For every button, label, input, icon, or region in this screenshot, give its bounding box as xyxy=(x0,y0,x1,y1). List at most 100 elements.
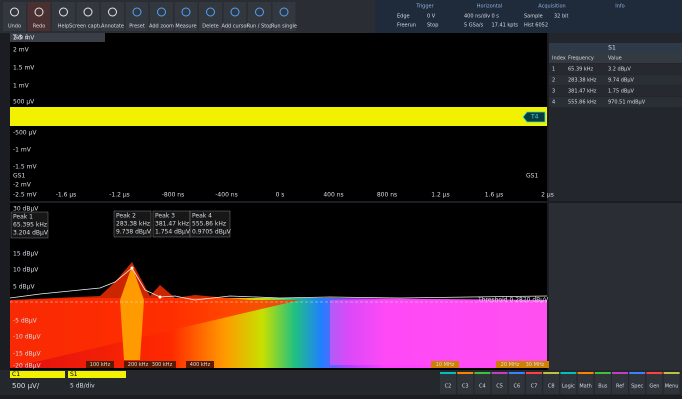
button-icon xyxy=(34,7,44,17)
status-title: Acquisition xyxy=(538,4,565,10)
button-accent xyxy=(508,372,525,374)
y-axis-label: -2 mV xyxy=(13,182,32,189)
bottom-button[interactable] xyxy=(594,372,611,394)
tab-label: Tab 1 xyxy=(12,34,29,41)
bottom-button[interactable] xyxy=(560,372,577,394)
bottom-button[interactable] xyxy=(474,372,491,394)
x-axis-label: 400 kHz xyxy=(190,362,211,368)
status-item: 17.41 kpts xyxy=(492,23,519,29)
table-columns xyxy=(549,53,682,63)
peak-box xyxy=(10,211,49,239)
channel-scale: 500 µV/ xyxy=(12,382,40,390)
bottom-button[interactable] xyxy=(612,372,628,394)
bottom-button-label: C6 xyxy=(513,384,520,390)
bottom-button-label: C8 xyxy=(548,384,555,390)
x-label-bg xyxy=(431,361,459,368)
table-cell: 283.38 kHz xyxy=(568,78,597,84)
button-accent xyxy=(577,372,594,374)
button-icon xyxy=(181,7,191,17)
y-axis-label: -5 dBµV xyxy=(13,318,38,325)
table-header xyxy=(549,43,682,53)
bottom-button[interactable] xyxy=(663,372,680,394)
status-item: 5 GSa/s xyxy=(464,23,484,29)
button-accent xyxy=(526,372,542,374)
status-item: 32 bit xyxy=(554,14,569,20)
spectrum: S1 xyxy=(70,371,78,378)
bottom-button[interactable] xyxy=(646,372,663,394)
x-axis-label: 100 kHz xyxy=(90,362,111,368)
waveform-band xyxy=(10,107,547,126)
peak-name: Peak 3 xyxy=(155,213,175,220)
x-axis-label: -1.6 µs xyxy=(56,192,77,199)
button-label: Delete xyxy=(202,24,218,30)
button-accent xyxy=(646,372,663,374)
y-axis-label: -2.5 mV xyxy=(13,192,37,199)
y-axis-label: 5 dBµV xyxy=(13,284,35,291)
status-item: Freerun xyxy=(397,23,416,29)
table-cell: 1.75 dBµV xyxy=(608,89,635,95)
bottom-button[interactable] xyxy=(526,372,542,394)
bottom-button[interactable] xyxy=(543,372,560,394)
spectrogram-peaks xyxy=(10,262,300,368)
x-axis-label: 300 kHz xyxy=(152,362,173,368)
x-label-bg xyxy=(148,361,176,368)
peak-name: Peak 4 xyxy=(192,213,212,220)
bottom-button[interactable] xyxy=(577,372,594,394)
bottom-button-label: C4 xyxy=(479,384,486,390)
x-label-bg xyxy=(521,361,549,368)
peak-frequency: 381.47 kHz xyxy=(155,221,189,228)
bottom-button[interactable] xyxy=(440,372,456,394)
column-header: Frequency xyxy=(568,56,594,62)
y-axis-label: 30 dBµV xyxy=(13,206,39,213)
x-label-bg xyxy=(124,361,152,368)
status-title: Info xyxy=(615,4,624,10)
button-icon xyxy=(108,7,117,17)
y-axis-label: 10 dBµV xyxy=(13,267,39,274)
button-label: Run single xyxy=(271,24,297,30)
button-label: Add cursor xyxy=(222,24,250,30)
table-cell: 3.2 dBµV xyxy=(608,67,631,73)
status-panel xyxy=(375,0,682,33)
y-axis-label: -15 dBµV xyxy=(13,351,41,358)
column-header: Index xyxy=(552,56,566,62)
bottom-button[interactable] xyxy=(508,372,525,394)
button-icon xyxy=(132,7,142,17)
button-accent xyxy=(629,372,646,374)
bottom-button-label: C2 xyxy=(445,384,452,390)
peak-name: Peak 2 xyxy=(116,213,136,220)
button-accent xyxy=(457,372,474,374)
button-label: Undo xyxy=(8,24,21,30)
button-icon xyxy=(157,7,166,17)
button-accent xyxy=(612,372,628,374)
status-title: Trigger xyxy=(415,4,434,10)
peak-frequency: 555.86 kHz xyxy=(192,221,226,228)
button-icon xyxy=(206,7,215,17)
source-label: GS1 xyxy=(526,173,538,180)
x-axis-label: 400 ns xyxy=(323,192,343,199)
status-item: 400 ns/div xyxy=(464,14,490,20)
button-icon xyxy=(230,7,240,17)
channel: C1 xyxy=(12,371,20,378)
peak-name: Peak 1 xyxy=(13,214,33,221)
bottom-button-label: Ref xyxy=(616,384,624,390)
status-item: 0 s xyxy=(492,14,500,20)
peak-box xyxy=(189,210,231,238)
table-cell: 555.86 kHz xyxy=(568,100,597,106)
button-label: Screen capture xyxy=(69,24,107,30)
x-axis-label: -800 ns xyxy=(162,192,184,199)
spectrogram-tail xyxy=(330,300,547,365)
table-cell: 381.47 kHz xyxy=(568,89,597,95)
bottom-button[interactable] xyxy=(457,372,474,394)
peak-frequency: 283.38 kHz xyxy=(116,221,150,228)
table-cell: 3 xyxy=(552,89,555,95)
y-axis-label: 500 µV xyxy=(13,99,35,106)
bottom-button[interactable] xyxy=(491,372,508,394)
button-icon xyxy=(255,7,264,17)
button-icon xyxy=(59,7,68,17)
x-axis-label: 2 µs xyxy=(541,192,554,199)
x-axis-label: 1.6 µs xyxy=(485,192,503,199)
bottom-button[interactable] xyxy=(629,372,646,394)
table-cell: 9.74 dBµV xyxy=(608,78,635,84)
bottom-button-label: Spec xyxy=(631,384,643,390)
